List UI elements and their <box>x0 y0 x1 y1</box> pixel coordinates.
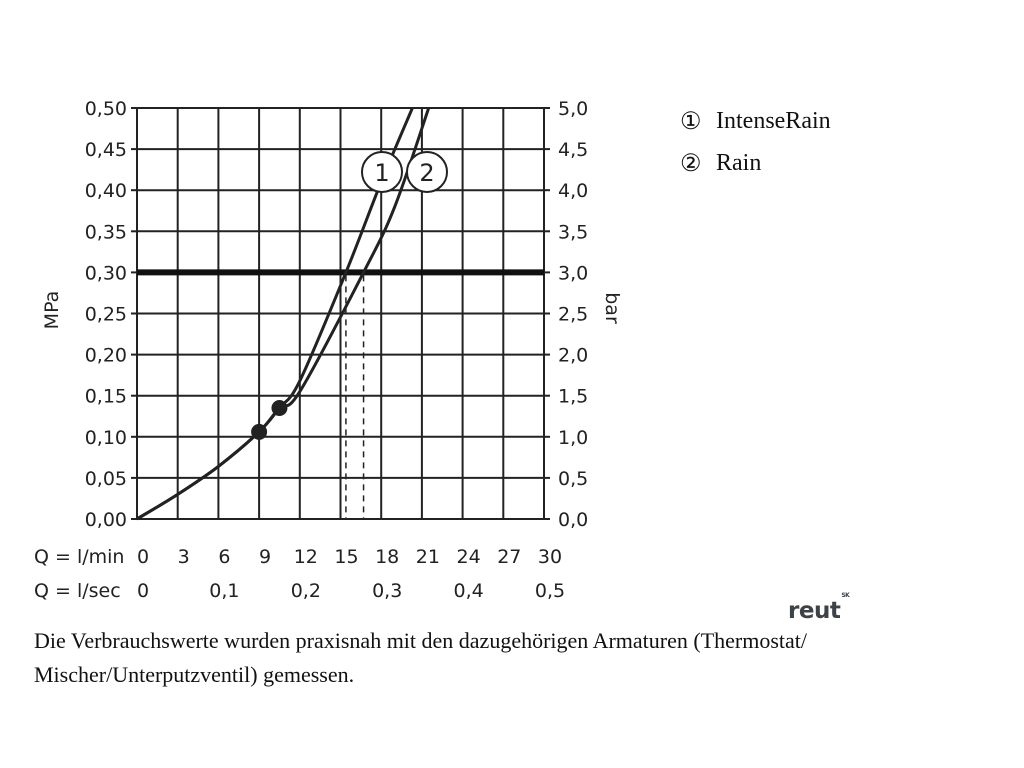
series-line-rain <box>136 107 431 521</box>
x-tick-label: 27 <box>497 546 521 568</box>
right-axis-label: bar <box>601 292 623 324</box>
left-tick-label: 0,20 <box>85 345 127 367</box>
legend: ① IntenseRain ② Rain <box>680 100 831 184</box>
x-tick-label: 6 <box>218 546 230 568</box>
x-tick-label: 0,2 <box>291 580 321 602</box>
series-marker-label: 2 <box>419 159 434 187</box>
legend-marker: ② <box>680 150 702 177</box>
x-tick-label: 0,1 <box>209 580 239 602</box>
x-tick-label: 9 <box>259 546 271 568</box>
right-tick-label: 3,5 <box>558 221 588 243</box>
right-tick-label: 0,0 <box>558 509 588 531</box>
brand-logo: reutSK <box>788 592 850 624</box>
left-tick-label: 0,00 <box>85 509 127 531</box>
left-tick-label: 0,50 <box>85 98 127 120</box>
x-axis-label: Q = l/sec <box>34 580 121 602</box>
legend-item-rain: ② Rain <box>680 142 831 184</box>
x-tick-label: 18 <box>375 546 399 568</box>
legend-marker: ① <box>680 108 702 135</box>
right-axis-ticks: 0,0 0,5 1,0 1,5 2,0 2,5 3,0 3,5 4,0 4,5 5,0 <box>558 98 588 531</box>
legend-label: Rain <box>716 149 762 176</box>
left-tick-label: 0,40 <box>85 180 127 202</box>
series-marker-label: 1 <box>374 159 389 187</box>
left-tick-label: 0,05 <box>85 468 127 490</box>
x-tick-label: 0 <box>137 580 149 602</box>
brand-sup: SK <box>841 592 850 600</box>
x-tick-label: 30 <box>538 546 562 568</box>
legend-item-intenserain: ① IntenseRain <box>680 100 831 142</box>
x-tick-label: 3 <box>178 546 190 568</box>
x-tick-label: 0 <box>137 546 149 568</box>
chart-grid <box>131 107 550 520</box>
measurement-note: Die Verbrauchswerte wurden praxisnah mit… <box>34 628 807 687</box>
left-axis-ticks: 0,00 0,05 0,10 0,15 0,20 0,25 0,30 0,35 0,40 0,45… <box>85 98 127 531</box>
series-point-rain <box>251 423 268 440</box>
right-tick-label: 4,5 <box>558 139 588 161</box>
left-tick-label: 0,45 <box>85 139 127 161</box>
left-tick-label: 0,35 <box>85 221 127 243</box>
series-marker-circle <box>361 151 403 193</box>
left-axis-label: MPa <box>41 291 63 330</box>
right-tick-label: 2,0 <box>558 345 588 367</box>
right-tick-label: 5,0 <box>558 98 588 120</box>
left-tick-label: 0,10 <box>85 427 127 449</box>
left-tick-label: 0,15 <box>85 386 127 408</box>
x-tick-label: 24 <box>457 546 481 568</box>
right-tick-label: 1,0 <box>558 427 588 449</box>
x-tick-label: 15 <box>334 546 358 568</box>
left-tick-label: 0,30 <box>85 262 127 284</box>
right-tick-label: 1,5 <box>558 386 588 408</box>
left-tick-label: 0,25 <box>85 304 127 326</box>
brand-text: reut <box>788 598 841 624</box>
legend-label: IntenseRain <box>716 107 831 134</box>
x-axis-label: Q = l/min <box>34 546 124 568</box>
right-tick-label: 4,0 <box>558 180 588 202</box>
right-tick-label: 2,5 <box>558 304 588 326</box>
x-axis-ticks: Q = l/min 0 3 6 9 12 15 18 21 24 27 30 Q = l/sec 0 0,1… <box>34 546 565 602</box>
x-tick-label: 0,3 <box>372 580 402 602</box>
right-tick-label: 0,5 <box>558 468 588 490</box>
right-tick-label: 3,0 <box>558 262 588 284</box>
x-tick-label: 21 <box>416 546 440 568</box>
x-tick-label: 0,4 <box>453 580 483 602</box>
x-tick-label: 12 <box>294 546 318 568</box>
x-tick-label: 0,5 <box>535 580 565 602</box>
series-marker-circle <box>406 151 448 193</box>
